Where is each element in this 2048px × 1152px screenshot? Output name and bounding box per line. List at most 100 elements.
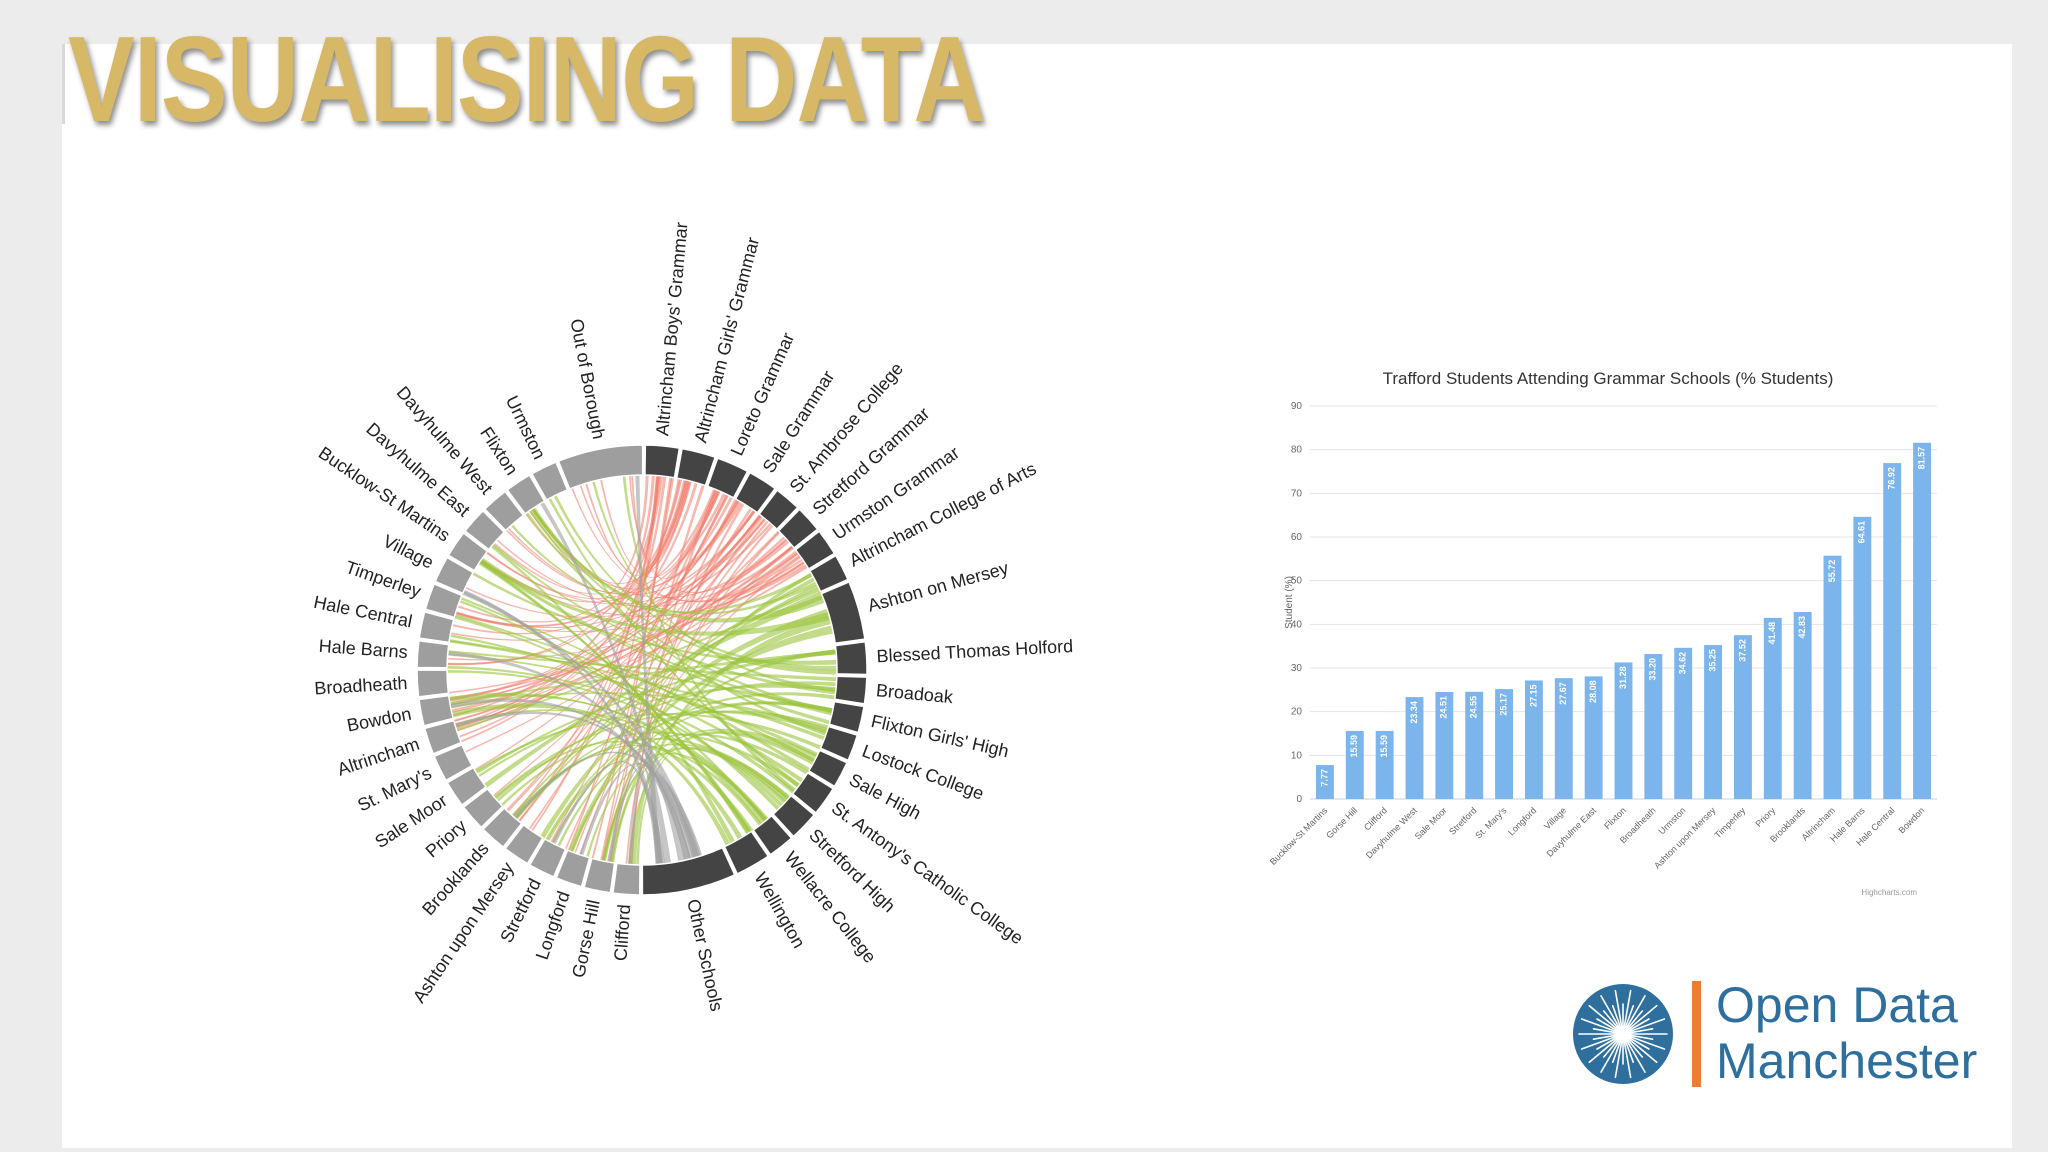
bar-value-label: 41.48 [1767,622,1777,645]
logo-ray [1614,989,1623,1029]
logo-ray [1627,1035,1666,1050]
logo-ray [1626,1010,1644,1031]
bar [1853,516,1872,799]
logo-ray [1623,989,1632,1029]
chord-arc [807,749,848,788]
chord-group-label: Broadheath [314,673,408,699]
chord-arc [483,490,525,532]
x-tick-label: Timperley [1713,805,1748,840]
x-tick-label: Bowdon [1896,805,1926,835]
bar [1405,697,1424,799]
chord-group-label: Altrincham Boys' Grammar [652,221,691,436]
logo-ray [1627,1018,1666,1033]
logo-ray [1580,1035,1619,1050]
bar-value-label: 15.59 [1379,735,1389,758]
chord-arc [612,862,641,896]
chord-group-label: Out of Borough [566,317,609,441]
chord-arc [833,675,868,705]
y-tick-label: 40 [1291,619,1303,630]
logo-ray [1588,1004,1620,1031]
chord-arc [434,556,475,595]
logo-ray [1626,1004,1658,1031]
x-tick-label: Longford [1506,805,1538,837]
chord-arc [557,444,644,490]
open-data-manchester-logo: Open Data Manchester [1570,975,1990,1095]
logo-ray [1625,1038,1646,1073]
logo-ray [1628,1034,1654,1041]
bar-value-label: 55.72 [1827,560,1837,583]
x-tick-label: Clifford [1362,805,1389,832]
y-tick-label: 30 [1291,663,1303,674]
logo-ray [1623,1039,1632,1079]
chord-arc [819,725,859,762]
slide-edge-mark [62,44,65,124]
bar [1315,765,1334,799]
bar [1524,680,1543,799]
bar [1584,676,1603,799]
bar-value-label: 24.51 [1439,696,1449,719]
chord-group-label: Longford [532,889,574,963]
x-tick-label: Davyhulme West [1364,805,1419,860]
slide-title: VISUALISING DATA [68,11,986,147]
bar-value-label: 64.61 [1857,521,1867,544]
logo-text: Open Data Manchester [1716,977,1977,1089]
chord-group-label: Broadoak [875,680,955,707]
y-tick-label: 60 [1291,532,1303,543]
chord-group-label: Village [380,531,437,573]
chord-arc [504,823,544,865]
bar [1554,678,1573,799]
bar-value-label: 25.17 [1498,693,1508,716]
chord-arc [424,582,463,619]
chord-arc [433,743,474,782]
bar-value-label: 23.34 [1409,701,1419,724]
logo-ray [1592,1034,1618,1041]
bar-value-label: 35.25 [1707,649,1717,672]
bar [1375,730,1394,799]
x-tick-label: Bucklow-St Martins [1270,805,1330,867]
logo-ray [1596,1018,1619,1032]
chord-arc [641,846,736,896]
bar-value-label: 15.59 [1349,735,1359,758]
bar [1704,645,1723,799]
bar [1495,689,1514,799]
x-tick-label: Flixton [1602,805,1628,831]
chord-arc [416,639,450,669]
x-tick-label: Gorse Hill [1324,805,1359,840]
chord-arc [706,457,749,499]
bar [1793,611,1812,799]
bar-value-label: 76.92 [1887,467,1897,490]
bar [1614,662,1633,799]
x-tick-label: St. Mary's [1473,805,1509,841]
chord-arc [772,794,816,838]
chord-arc [418,610,455,644]
chord-arc [723,830,770,875]
chord-group-label: Gorse Hill [568,898,603,979]
chord-arc [462,787,504,829]
chord-arcs [416,444,868,896]
bar [1644,654,1663,799]
bar-value-label: 7.77 [1319,769,1329,787]
y-axis-label: Student (%) [1284,576,1295,629]
chord-arc [416,669,450,698]
bar-value-label: 27.67 [1558,682,1568,705]
bar [1674,647,1693,799]
logo-ray [1626,1037,1658,1064]
chord-ribbon [453,615,781,811]
logo-divider [1692,981,1701,1087]
logo-ray [1588,1037,1620,1064]
logo-line2: Manchester [1716,1033,1978,1089]
chord-group-label: Hale Barns [318,636,408,662]
bar [1823,555,1842,799]
bar-value-label: 33.20 [1648,658,1658,681]
chord-arc [446,766,488,807]
logo-ray [1611,1005,1622,1030]
logo-ray [1627,1036,1650,1050]
bar-chart: Trafford Students Attending Grammar Scho… [1270,369,1937,897]
logo-ray [1614,1039,1623,1079]
chord-arc [828,700,865,734]
bar-value-label: 42.83 [1797,616,1807,639]
chord-arc [530,461,569,501]
logo-ray [1600,995,1621,1030]
y-tick-label: 10 [1291,750,1303,761]
logo-ray [1580,1018,1619,1033]
